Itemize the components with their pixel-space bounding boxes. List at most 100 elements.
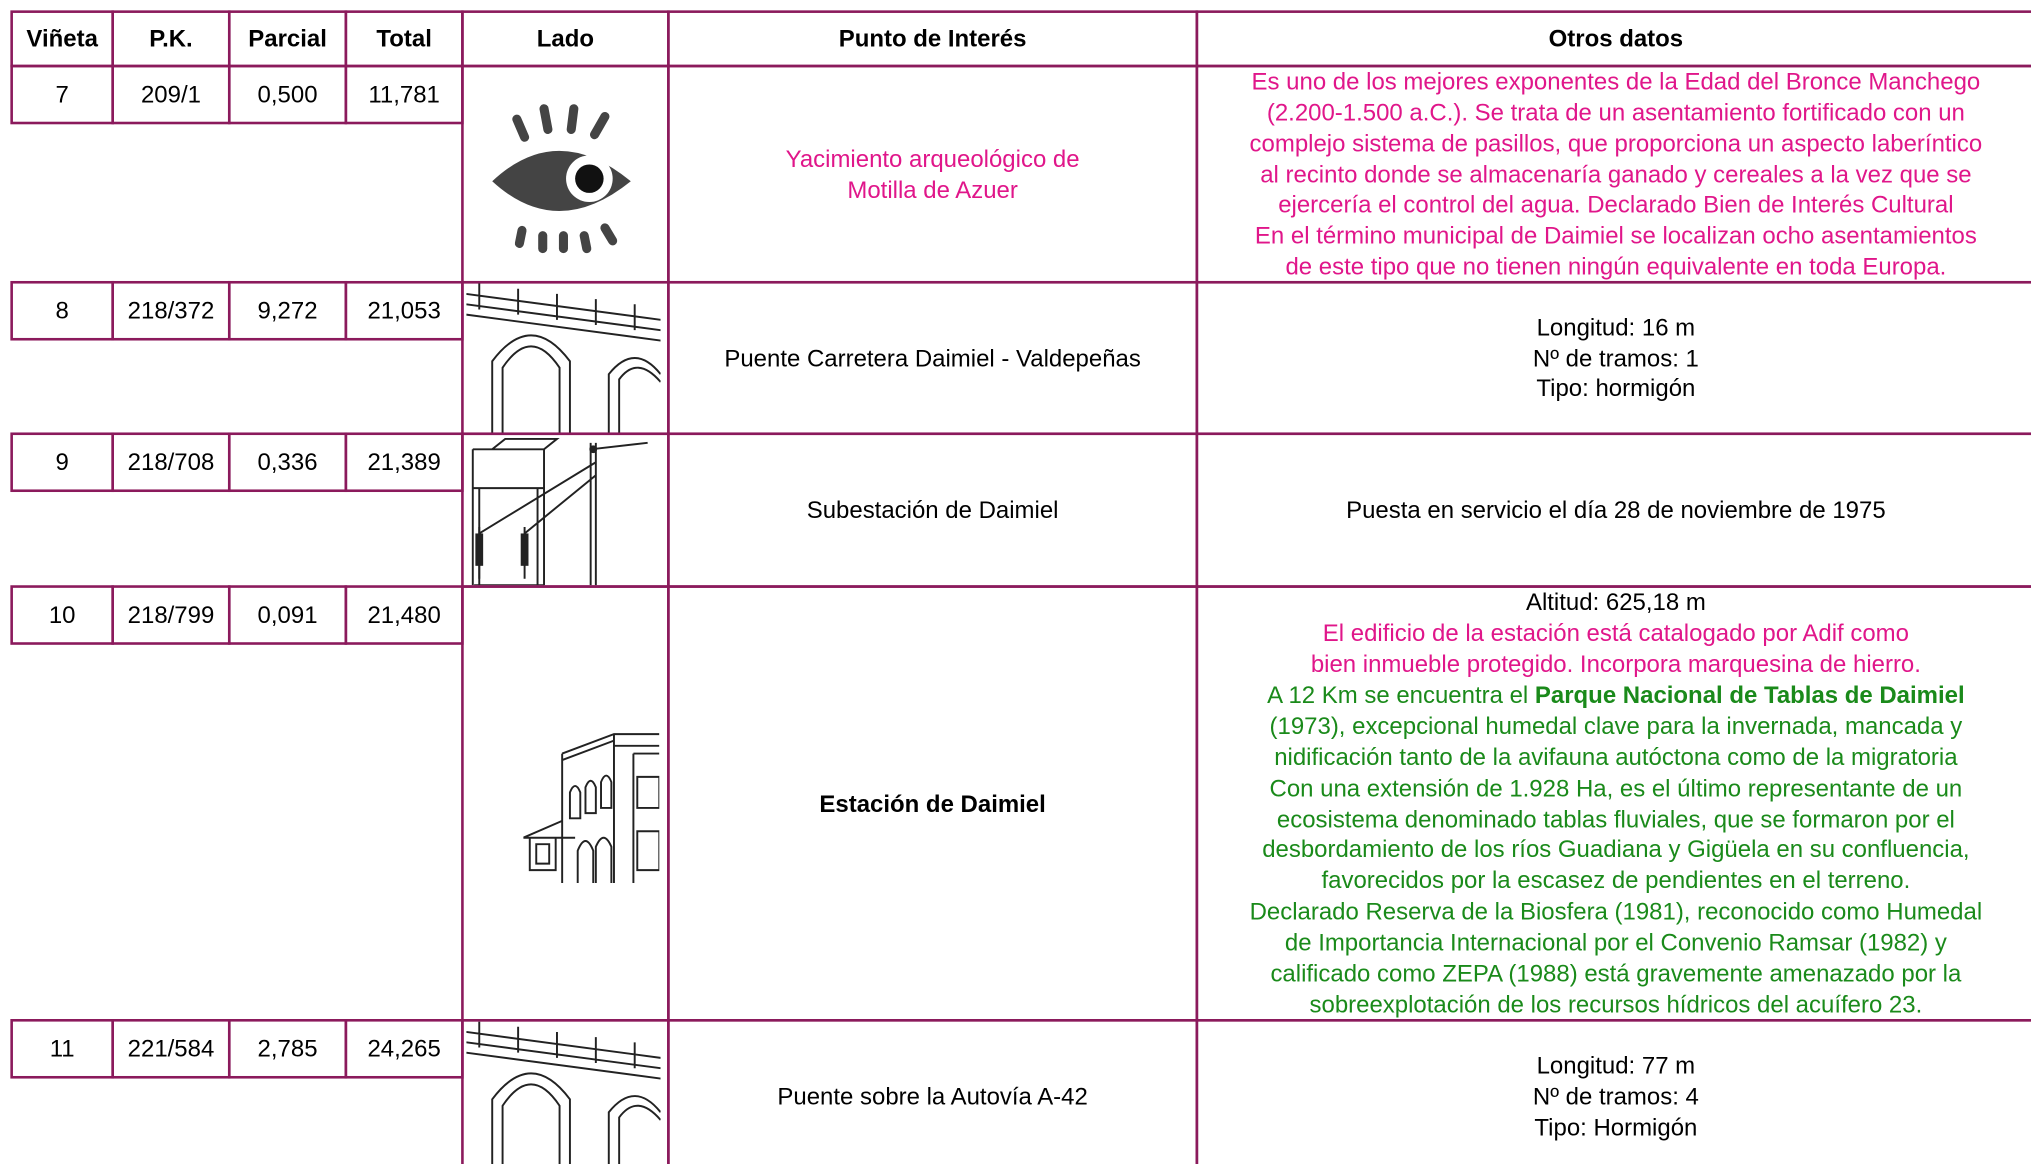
data-cell: 209/1 <box>111 64 231 125</box>
otros-text: ecosistema denominado tablas fluviales, … <box>1276 804 1955 832</box>
cell-text: 209/1 <box>140 80 201 108</box>
data-cell: 11,781 <box>344 64 464 125</box>
otros-text: Tipo: hormigón <box>1536 374 1696 402</box>
data-cell: 24,265 <box>344 1019 464 1079</box>
cell-text: 11 <box>49 1034 75 1062</box>
otros-text: de este tipo que no tienen ningún equiva… <box>1285 252 1947 281</box>
otros-line: calificado como ZEPA (1988) está graveme… <box>1270 958 1961 989</box>
header-text: Otros datos <box>1548 24 1684 52</box>
header-cell: Total <box>344 10 464 68</box>
otros-text: bien inmueble protegido. Incorpora marqu… <box>1310 649 1921 678</box>
otros-line: al recinto donde se almacenaría ganado y… <box>1260 159 1971 190</box>
data-cell: 218/372 <box>111 280 231 341</box>
otros-line: Puesta en servicio el día 28 de noviembr… <box>1346 495 1886 526</box>
cell-text: 0,336 <box>257 448 318 476</box>
punto-text: Subestación de Daimiel <box>806 495 1059 524</box>
punto-text: Yacimiento arqueológico de <box>785 144 1080 172</box>
otros-text: A 12 Km se encuentra el <box>1267 680 1535 709</box>
otros-text: Con una extensión de 1.928 Ha, es el últ… <box>1269 773 1963 801</box>
otros-text: Tipo: Hormigón <box>1534 1113 1698 1141</box>
otros-line: Nº de tramos: 4 <box>1533 1081 1699 1112</box>
otros-text: (1973), excepcional humedal clave para l… <box>1269 711 1963 740</box>
data-cell: 10 <box>10 585 114 645</box>
punto-cell: Yacimiento arqueológico de Motilla de Azu… <box>667 64 1199 284</box>
eye-icon <box>492 104 631 254</box>
punto-cell: Estación de Daimiel <box>667 585 1199 1022</box>
bridge-icon <box>466 283 661 433</box>
cell-text: 9,272 <box>257 296 318 324</box>
punto-text: Puente sobre la Autovía A-42 <box>777 1082 1088 1110</box>
data-cell: 0,500 <box>227 64 348 125</box>
otros-line: de Importancia Internacional por el Conv… <box>1285 927 1947 958</box>
cell-text: 7 <box>55 80 69 108</box>
otros-text: Altitud: 625,18 m <box>1525 588 1706 616</box>
header-text: Parcial <box>248 24 327 52</box>
otros-line: Longitud: 77 m <box>1537 1050 1696 1081</box>
punto-cell: Puente Carretera Daimiel - Valdepeñas <box>667 280 1199 436</box>
punto-line: Estación de Daimiel <box>819 788 1045 819</box>
otros-text: En el término municipal de Daimiel se lo… <box>1254 221 1977 250</box>
otros-line: Con una extensión de 1.928 Ha, es el últ… <box>1270 772 1963 803</box>
otros-line: Nº de tramos: 1 <box>1533 343 1699 374</box>
otros-text: Es uno de los mejores exponentes de la E… <box>1251 67 1981 95</box>
otros-line: ecosistema denominado tablas fluviales, … <box>1277 803 1955 834</box>
otros-text: Nº de tramos: 1 <box>1532 343 1699 372</box>
cell-text: 8 <box>55 296 69 324</box>
punto-text: Estación de Daimiel <box>819 789 1046 817</box>
data-cell: 0,091 <box>227 585 348 645</box>
cell-text: 21,480 <box>367 600 441 629</box>
data-cell: 2,785 <box>227 1019 348 1079</box>
punto-line: Subestación de Daimiel <box>807 495 1059 526</box>
cell-text: 24,265 <box>367 1034 441 1062</box>
substation-icon <box>471 437 648 586</box>
header-cell: Otros datos <box>1195 10 2031 68</box>
otros-line: favorecidos por la escasez de pendientes… <box>1321 865 1910 896</box>
cell-text: 218/372 <box>127 296 215 324</box>
otros-line: ejercería el control del agua. Declarado… <box>1278 190 1953 221</box>
data-cell: 9,272 <box>227 280 348 341</box>
header-cell: Punto de Interés <box>667 10 1199 68</box>
data-cell: 7 <box>10 64 114 125</box>
data-cell: 221/584 <box>111 1019 231 1079</box>
otros-text: Longitud: 77 m <box>1536 1051 1696 1079</box>
punto-line: Puente sobre la Autovía A-42 <box>777 1081 1087 1112</box>
otros-text: Longitud: 16 m <box>1536 312 1696 341</box>
otros-cell: Longitud: 16 m Nº de tramos: 1 Tipo: hormi… <box>1195 280 2031 436</box>
data-cell: 218/799 <box>111 585 231 645</box>
data-cell: 0,336 <box>227 432 348 493</box>
otros-line: A 12 Km se encuentra el Parque Nacional … <box>1267 680 1964 711</box>
otros-line: En el término municipal de Daimiel se lo… <box>1255 221 1977 252</box>
cell-text: 9 <box>55 448 69 476</box>
otros-line: sobreexplotación de los recursos hídrico… <box>1310 989 1923 1020</box>
cell-text: 218/708 <box>127 448 215 476</box>
otros-text: de Importancia Internacional por el Conv… <box>1284 928 1947 956</box>
data-cell: 21,053 <box>344 280 464 341</box>
header-cell: Lado <box>461 10 670 68</box>
data-cell: 11 <box>10 1019 114 1079</box>
otros-text: complejo sistema de pasillos, que propor… <box>1249 129 1983 157</box>
otros-cell: Puesta en servicio el día 28 de noviembr… <box>1195 432 2031 588</box>
punto-line: Motilla de Azuer <box>847 174 1017 205</box>
otros-text: al recinto donde se almacenaría ganado y… <box>1260 159 1972 188</box>
otros-line: de este tipo que no tienen ningún equiva… <box>1285 252 1946 283</box>
otros-cell: Longitud: 77 m Nº de tramos: 4 Tipo: Hormi… <box>1195 1019 2031 1164</box>
otros-text: nidificación tanto de la avifauna autóct… <box>1274 742 1958 771</box>
otros-line: bien inmueble protegido. Incorpora marqu… <box>1311 649 1921 680</box>
cell-text: 0,500 <box>257 80 318 108</box>
otros-text: Parque Nacional de Tablas de Daimiel <box>1534 680 1965 709</box>
otros-line: (1973), excepcional humedal clave para l… <box>1270 711 1963 742</box>
cell-text: 221/584 <box>127 1034 215 1062</box>
otros-text: Declarado Reserva de la Biosfera (1981),… <box>1249 897 1983 925</box>
header-cell: P.K. <box>111 10 231 68</box>
cell-text: 218/799 <box>127 600 215 629</box>
header-text: Total <box>376 24 432 52</box>
otros-text: favorecidos por la escasez de pendientes… <box>1321 866 1911 894</box>
otros-cell: Altitud: 625,18 m El edificio de la estac… <box>1195 585 2031 1022</box>
punto-text: Puente Carretera Daimiel - Valdepeñas <box>724 343 1141 372</box>
punto-cell: Subestación de Daimiel <box>667 432 1199 588</box>
data-cell: 21,480 <box>344 585 464 645</box>
data-cell: 8 <box>10 280 114 341</box>
bridge-icon <box>466 1021 661 1164</box>
header-text: Lado <box>536 24 595 52</box>
header-cell: Viñeta <box>10 10 114 68</box>
